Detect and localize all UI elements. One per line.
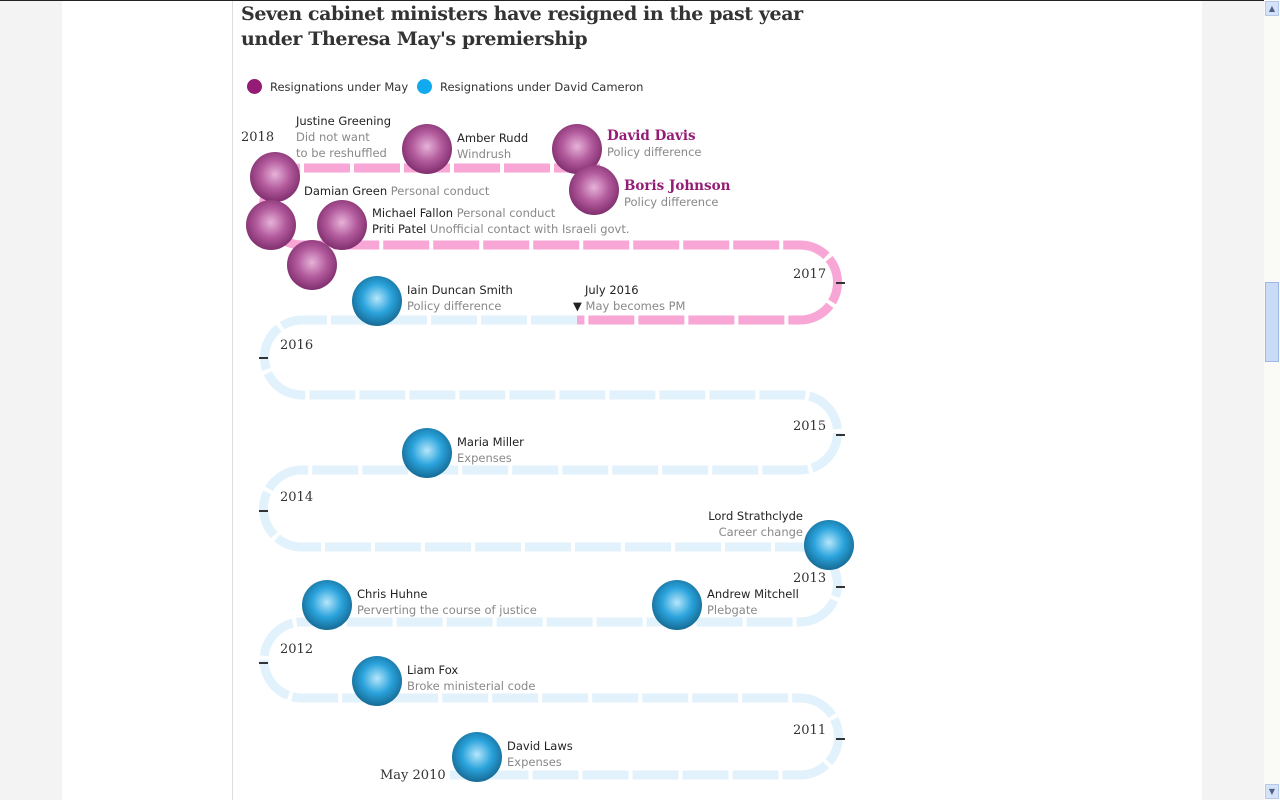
photo-andrew-mitchell bbox=[652, 580, 702, 630]
entry-name: Amber Rudd bbox=[457, 131, 529, 145]
column-divider bbox=[232, 1, 233, 800]
year-label-2012: 2012 bbox=[280, 642, 314, 657]
entry-justine-greening: Justine Greening Did not want to be reshuf… bbox=[296, 113, 391, 161]
entry-reason: Expenses bbox=[457, 451, 512, 465]
entry-damian-green: Damian Green Personal conduct bbox=[304, 183, 489, 199]
legend-may-swatch bbox=[247, 79, 262, 94]
entry-david-laws: David Laws Expenses bbox=[507, 738, 573, 770]
entry-lord-strathclyde: Lord Strathclyde Career change bbox=[700, 508, 803, 540]
window-border bbox=[0, 0, 1264, 1]
legend-cameron-label: Resignations under David Cameron bbox=[440, 79, 644, 94]
legend-may-label: Resignations under May bbox=[270, 79, 409, 94]
cameron-timeline-line bbox=[259, 315, 843, 780]
entry-reason: Career change bbox=[718, 525, 803, 539]
entry-reason: Plebgate bbox=[707, 603, 758, 617]
start-label: May 2010 bbox=[380, 768, 446, 783]
entry-name: Andrew Mitchell bbox=[707, 587, 799, 601]
entry-reason: Policy difference bbox=[624, 195, 719, 209]
year-tick bbox=[836, 738, 845, 740]
entry-name: Chris Huhne bbox=[357, 587, 428, 601]
year-tick bbox=[259, 357, 268, 359]
may-pm-annotation: July 2016 ▼ May becomes PM bbox=[573, 282, 685, 314]
entry-name: Maria Miller bbox=[457, 435, 524, 449]
entry-reason: to be reshuffled bbox=[296, 146, 387, 160]
entry-liam-fox: Liam Fox Broke ministerial code bbox=[407, 662, 535, 694]
entry-name: Liam Fox bbox=[407, 663, 459, 677]
entry-name: David Laws bbox=[507, 739, 573, 753]
year-label-2018: 2018 bbox=[241, 130, 275, 145]
year-label-2017: 2017 bbox=[793, 267, 827, 282]
legend-cameron-swatch bbox=[417, 79, 432, 94]
entry-name: Lord Strathclyde bbox=[708, 509, 803, 523]
legend-cameron: Resignations under David Cameron bbox=[417, 79, 643, 94]
year-tick bbox=[836, 586, 845, 588]
photo-damian-green bbox=[246, 200, 296, 250]
photo-michael-fallon bbox=[317, 200, 367, 250]
entry-priti-patel: Priti Patel Unofficial contact with Isra… bbox=[372, 221, 630, 237]
year-tick bbox=[259, 662, 268, 664]
photo-boris-johnson bbox=[569, 165, 619, 215]
scrollbar-thumb[interactable] bbox=[1265, 282, 1279, 362]
photo-priti-patel bbox=[287, 240, 337, 290]
year-tick bbox=[836, 434, 845, 436]
scroll-up-button[interactable]: ▲ bbox=[1265, 1, 1279, 16]
year-tick bbox=[259, 510, 268, 512]
scroll-down-button[interactable]: ▼ bbox=[1265, 784, 1279, 799]
legend-may: Resignations under May bbox=[247, 79, 408, 94]
entry-name: Damian Green bbox=[304, 184, 388, 198]
photo-chris-huhne bbox=[302, 580, 352, 630]
entry-maria-miller: Maria Miller Expenses bbox=[457, 434, 524, 466]
photo-amber-rudd bbox=[402, 124, 452, 174]
entry-amber-rudd: Amber Rudd Windrush bbox=[457, 130, 528, 162]
year-label-2011: 2011 bbox=[793, 723, 827, 738]
entry-name: Michael Fallon bbox=[372, 206, 454, 220]
entry-david-davis: David Davis Policy difference bbox=[607, 128, 701, 160]
year-label-2013: 2013 bbox=[793, 571, 827, 586]
entry-reason: Did not want bbox=[296, 130, 370, 144]
entry-reason: Broke ministerial code bbox=[407, 679, 536, 693]
annotation-date: July 2016 bbox=[585, 283, 639, 297]
annotation-text: May becomes PM bbox=[585, 299, 686, 313]
entry-reason: Perverting the course of justice bbox=[357, 603, 537, 617]
entry-andrew-mitchell: Andrew Mitchell Plebgate bbox=[707, 586, 799, 618]
entry-michael-fallon: Michael Fallon Personal conduct bbox=[372, 205, 555, 221]
photo-justine-greening bbox=[250, 152, 300, 202]
vertical-scrollbar[interactable] bbox=[1264, 0, 1280, 800]
year-tick bbox=[836, 282, 845, 284]
year-label-2016: 2016 bbox=[280, 338, 314, 353]
entry-name: David Davis bbox=[607, 128, 696, 144]
photo-liam-fox bbox=[352, 656, 402, 706]
chart-title: Seven cabinet ministers have resigned in… bbox=[241, 3, 803, 50]
entry-name: Boris Johnson bbox=[624, 178, 731, 194]
entry-name: Justine Greening bbox=[296, 114, 392, 128]
year-label-2014: 2014 bbox=[280, 490, 314, 505]
down-triangle-icon: ▼ bbox=[573, 299, 582, 313]
entry-boris-johnson: Boris Johnson Policy difference bbox=[624, 178, 730, 210]
entry-reason: Personal conduct bbox=[390, 184, 490, 198]
entry-reason: Unofficial contact with Israeli govt. bbox=[429, 222, 630, 236]
entry-reason: Personal conduct bbox=[456, 206, 556, 220]
photo-david-laws bbox=[452, 732, 502, 782]
entry-iain-duncan-smith: Iain Duncan Smith Policy difference bbox=[407, 282, 513, 314]
entry-reason: Windrush bbox=[457, 147, 512, 161]
photo-iain-duncan-smith bbox=[352, 276, 402, 326]
entry-reason: Expenses bbox=[507, 755, 562, 769]
photo-lord-strathclyde bbox=[804, 520, 854, 570]
article-page bbox=[62, 1, 1202, 800]
entry-name: Iain Duncan Smith bbox=[407, 283, 513, 297]
year-label-2015: 2015 bbox=[793, 419, 827, 434]
entry-reason: Policy difference bbox=[407, 299, 502, 313]
entry-chris-huhne: Chris Huhne Perverting the course of just… bbox=[357, 586, 537, 618]
photo-maria-miller bbox=[402, 428, 452, 478]
entry-reason: Policy difference bbox=[607, 145, 702, 159]
entry-name: Priti Patel bbox=[372, 222, 427, 236]
